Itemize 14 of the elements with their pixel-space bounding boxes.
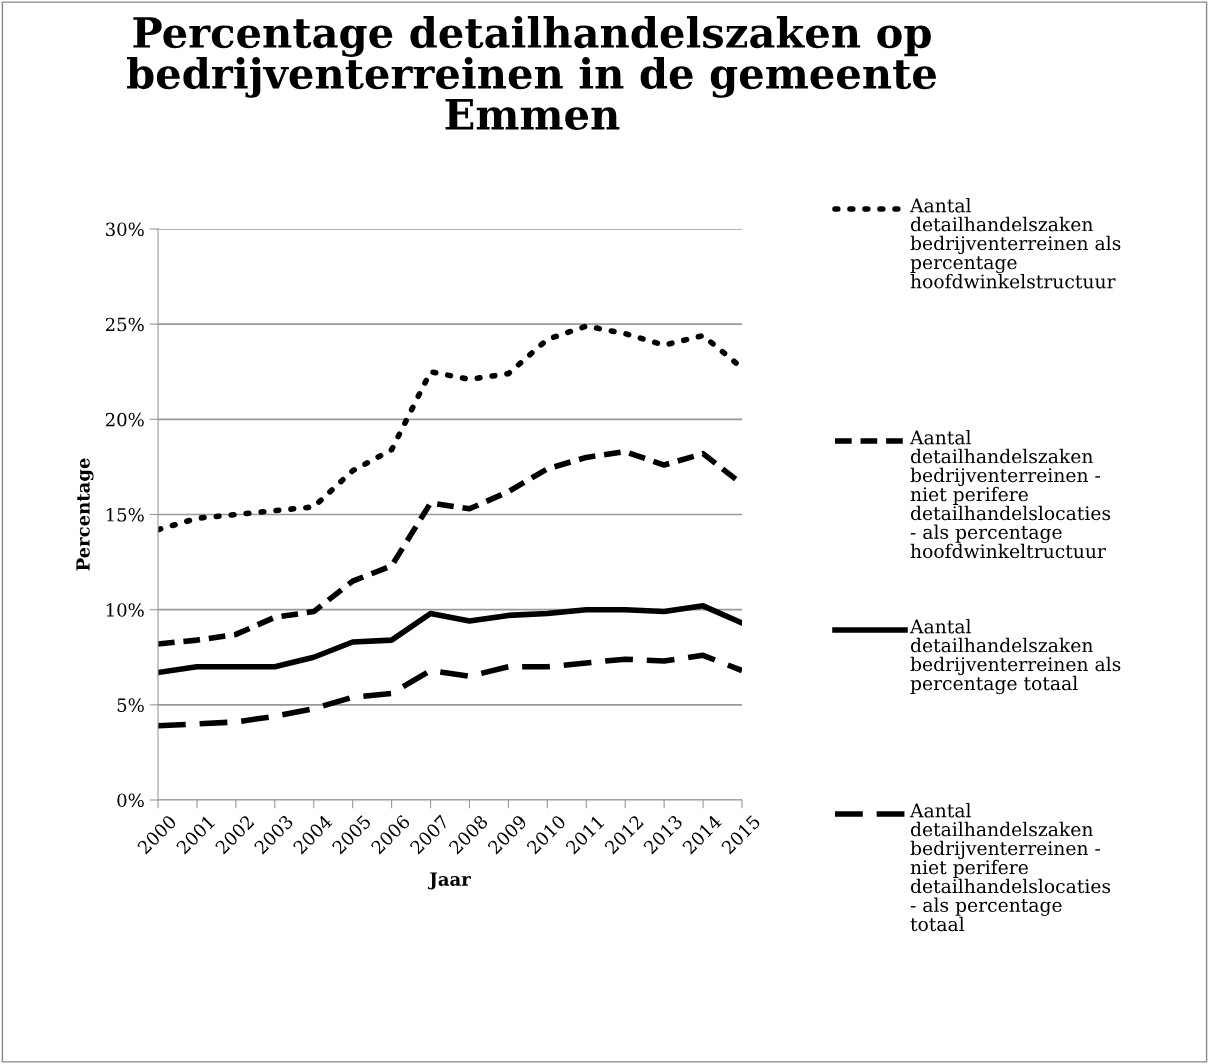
legend-label: Aantal detailhandelszaken bedrijventerreinen als percentage hoofdwinkelstructuur — [909, 198, 1121, 289]
y-tick-label: 20% — [105, 412, 144, 427]
y-tick-label: 0% — [117, 793, 144, 808]
y-axis-title: Percentage — [76, 458, 94, 571]
y-tick-label: 30% — [106, 222, 144, 237]
y-tick-label: 5% — [117, 698, 144, 712]
y-tick-label: 25% — [105, 317, 144, 332]
legend-label: Aantal detailhandelszaken bedrijventerreinen - niet perifere detailhandelslocaties - als percentage hoofdwinkeltructuur — [909, 430, 1111, 559]
y-tick-label: 15% — [106, 507, 144, 522]
legend-label: Aantal detailhandelszaken bedrijventerreinen als percentage totaal — [909, 619, 1121, 695]
x-axis-title: Jaar — [427, 872, 471, 890]
chart-title: Percentage detailhandelszaken op bedrijventerreinen in de gemeente Emmen — [127, 15, 936, 131]
y-tick-label: 10% — [106, 603, 144, 617]
legend-label: Aantal detailhandelszaken bedrijventerreinen - niet perifere detailhandelslocaties - als percentage totaal — [909, 803, 1111, 932]
